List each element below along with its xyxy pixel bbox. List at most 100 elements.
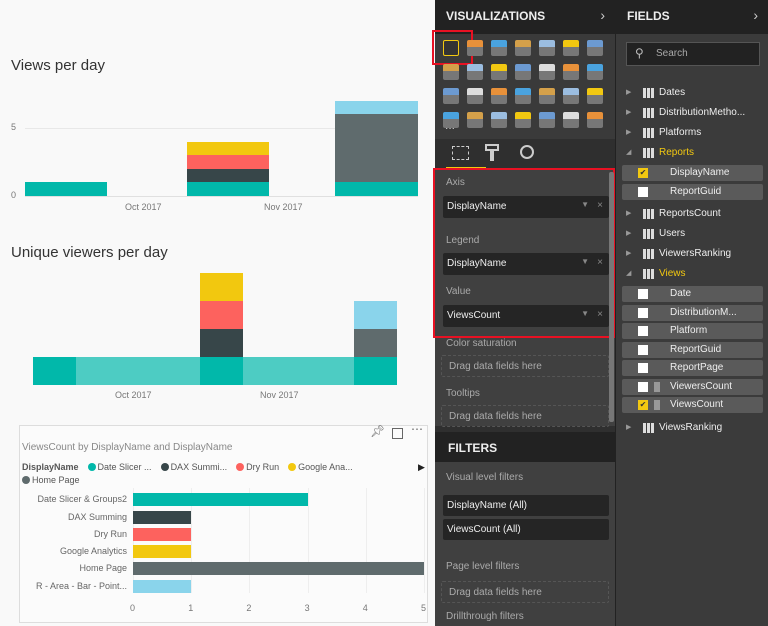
collapsed-caret-icon[interactable]: ▶ [626, 423, 632, 431]
bar-segment[interactable] [33, 357, 76, 385]
visual-type-icon[interactable] [563, 40, 579, 56]
legend-item[interactable]: Date Slicer ... [87, 462, 152, 472]
bar-segment[interactable] [354, 357, 397, 385]
field-table-views[interactable]: ◢ Views [624, 266, 759, 282]
visual-type-icon[interactable] [491, 64, 507, 80]
legend-next-icon[interactable]: ▶ [418, 462, 425, 472]
bar-segment[interactable] [200, 301, 243, 329]
pin-icon[interactable]: 📌︎ [370, 424, 386, 438]
field-table-users[interactable]: ▶ Users [624, 226, 759, 242]
visual-type-icon[interactable] [539, 40, 555, 56]
field-item[interactable]: ReportPage [622, 360, 763, 376]
value-well[interactable]: ViewsCount ▼ × [443, 305, 609, 327]
format-paint-roller-icon[interactable] [485, 144, 499, 151]
search-input[interactable]: ⚲ Search [626, 42, 760, 66]
visual-type-icon[interactable] [563, 112, 579, 128]
remove-icon[interactable]: × [597, 309, 603, 320]
visual-type-icon[interactable] [515, 88, 531, 104]
field-table-platforms[interactable]: ▶ Platforms [624, 125, 759, 141]
bar-segment[interactable] [354, 301, 397, 329]
checkbox[interactable] [638, 289, 648, 299]
bar-segment[interactable] [354, 329, 397, 357]
field-item[interactable]: ReportGuid [622, 183, 763, 200]
visual-type-icon[interactable] [515, 112, 531, 128]
visual-type-icon[interactable] [467, 112, 483, 128]
dropdown-icon[interactable]: ▼ [581, 257, 589, 266]
remove-icon[interactable]: × [597, 257, 603, 268]
bar-segment[interactable] [243, 357, 354, 385]
tooltips-drop[interactable]: Drag data fields here [441, 405, 609, 427]
visual-type-icon[interactable] [443, 112, 459, 128]
collapsed-caret-icon[interactable]: ▶ [626, 109, 632, 116]
bar-segment[interactable] [187, 182, 269, 196]
collapsed-caret-icon[interactable]: ▶ [626, 250, 632, 257]
bar-segment[interactable] [200, 329, 243, 357]
field-table-dates[interactable]: ▶ Dates [624, 85, 759, 101]
bar-segment[interactable] [335, 182, 418, 196]
visual-type-icon[interactable] [539, 88, 555, 104]
filter-viewscount[interactable]: ViewsCount (All) [443, 519, 609, 540]
bar-segment[interactable] [187, 155, 269, 169]
bar-segment[interactable] [25, 182, 107, 196]
bar-segment[interactable] [200, 273, 243, 301]
focus-mode-icon[interactable] [392, 428, 403, 439]
visual-type-icon[interactable] [443, 88, 459, 104]
checkbox[interactable] [638, 186, 648, 197]
field-table-viewsranking[interactable]: ▶ ViewsRanking [624, 420, 759, 436]
field-table-reportscount[interactable]: ▶ ReportsCount [624, 206, 759, 222]
collapsed-caret-icon[interactable]: ▶ [626, 129, 632, 136]
field-table-distributionmetho[interactable]: ▶ DistributionMetho... [624, 105, 759, 121]
visual-type-icon[interactable] [587, 112, 603, 128]
visual-type-icon[interactable] [467, 40, 483, 56]
legend-item[interactable]: Home Page [22, 475, 80, 485]
visual-type-icon[interactable] [515, 40, 531, 56]
bar-segment[interactable] [187, 141, 269, 156]
visual-type-icon[interactable] [491, 88, 507, 104]
selected-visual-frame[interactable]: 📌︎ ⋯ ViewsCount by DisplayName and Displ… [19, 422, 428, 623]
bar-segment[interactable] [200, 357, 243, 385]
visual-type-icon[interactable] [491, 112, 507, 128]
axis-well[interactable]: DisplayName ▼ × [443, 196, 609, 218]
wells-scrollbar[interactable] [609, 172, 614, 422]
legend-item[interactable]: Dry Run [236, 462, 279, 472]
collapse-chevron-icon[interactable]: › [753, 7, 758, 23]
visual-type-icon[interactable] [443, 64, 459, 80]
expanded-caret-icon[interactable]: ◢ [626, 270, 632, 277]
bar-segment[interactable] [335, 100, 418, 115]
collapsed-caret-icon[interactable]: ▶ [626, 89, 632, 96]
checkbox[interactable] [638, 307, 648, 318]
field-item[interactable]: ViewersCount [622, 378, 763, 395]
visual-type-icon[interactable] [587, 40, 603, 56]
color-saturation-drop[interactable]: Drag data fields here [441, 355, 609, 377]
checkbox[interactable] [638, 363, 648, 373]
dropdown-icon[interactable]: ▼ [581, 309, 589, 318]
checkbox[interactable] [638, 344, 648, 355]
field-item[interactable]: ✔ ViewsCount [622, 397, 763, 413]
visual-type-icon[interactable] [539, 64, 555, 80]
checked-checkbox[interactable]: ✔ [638, 168, 648, 178]
bar-segment[interactable] [187, 168, 269, 183]
visual-type-icon[interactable] [491, 40, 507, 56]
visual-type-icon[interactable] [587, 64, 603, 80]
checkbox[interactable] [638, 326, 648, 336]
analytics-magnifier-icon[interactable] [520, 145, 534, 159]
field-table-reports[interactable]: ◢ Reports [624, 145, 759, 161]
field-item[interactable]: ✔ DisplayName [622, 165, 763, 181]
visual-type-icon[interactable] [563, 88, 579, 104]
collapsed-caret-icon[interactable]: ▶ [626, 210, 632, 217]
visual-type-icon[interactable] [467, 88, 483, 104]
more-options-icon[interactable]: ⋯ [411, 422, 423, 436]
legend-well[interactable]: DisplayName ▼ × [443, 253, 609, 275]
bar-segment[interactable] [335, 114, 418, 183]
expanded-caret-icon[interactable]: ◢ [626, 149, 632, 156]
page-filters-drop[interactable]: Drag data fields here [441, 581, 609, 603]
field-item[interactable]: DistributionM... [622, 304, 763, 321]
remove-icon[interactable]: × [597, 200, 603, 211]
checked-checkbox[interactable]: ✔ [638, 400, 648, 410]
checkbox[interactable] [638, 381, 648, 392]
field-table-viewersranking[interactable]: ▶ ViewersRanking [624, 246, 759, 262]
filter-displayname[interactable]: DisplayName (All) [443, 495, 609, 516]
legend-item[interactable]: Google Ana... [288, 462, 353, 472]
field-item[interactable]: Platform [622, 323, 763, 339]
visual-type-icon[interactable] [587, 88, 603, 104]
